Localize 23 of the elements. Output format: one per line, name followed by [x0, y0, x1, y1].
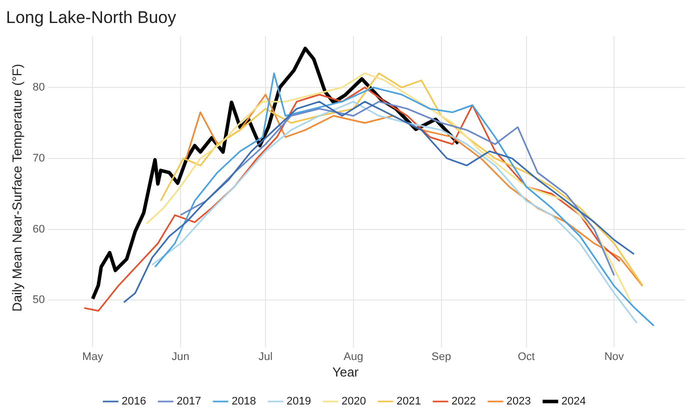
- legend-label: 2024: [561, 396, 586, 408]
- x-tick-label: Jul: [258, 350, 273, 363]
- y-tick-label: 50: [32, 294, 45, 306]
- x-tick-label: May: [82, 350, 104, 363]
- legend-label: 2016: [122, 396, 146, 408]
- y-tick-label: 60: [32, 223, 45, 236]
- y-tick-label: 80: [32, 81, 45, 94]
- legend-label: 2018: [232, 396, 256, 408]
- y-tick-label: 70: [32, 152, 45, 164]
- legend-label: 2020: [342, 396, 366, 408]
- x-tick-label: Sep: [431, 350, 452, 363]
- y-axis-title: Daily Mean Near-Surface Temperature (°F): [9, 64, 24, 312]
- legend-label: 2017: [176, 396, 202, 408]
- x-tick-label: Nov: [604, 350, 624, 363]
- x-tick-label: Aug: [344, 350, 364, 363]
- legend-label: 2022: [451, 396, 476, 408]
- legend-title: Year: [332, 364, 360, 380]
- legend-label: 2021: [396, 396, 421, 408]
- x-tick-label: Oct: [518, 350, 535, 363]
- x-tick-label: Jun: [172, 350, 190, 363]
- legend-label: 2019: [286, 396, 312, 408]
- chart-title: Long Lake-North Buoy: [6, 8, 177, 27]
- legend-label: 2023: [506, 396, 531, 408]
